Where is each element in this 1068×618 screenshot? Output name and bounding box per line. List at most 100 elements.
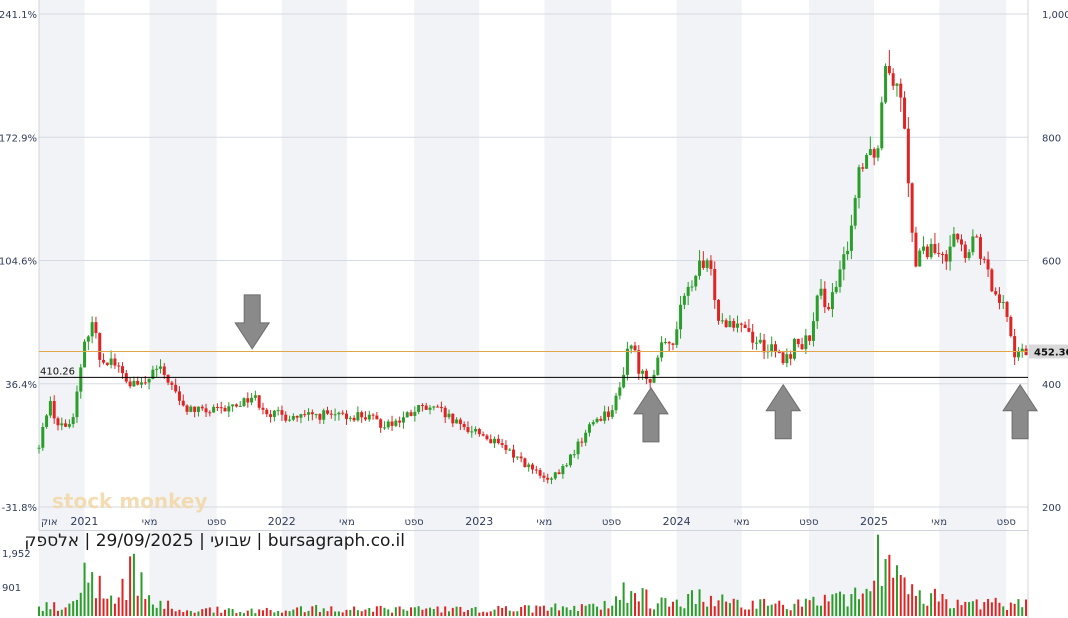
candle-body	[246, 398, 250, 403]
volume-bar	[87, 582, 90, 616]
candle-body	[675, 329, 679, 345]
candle-body	[933, 243, 937, 253]
candle-body	[181, 400, 185, 406]
candle-body	[595, 418, 599, 423]
volume-bar	[861, 593, 864, 616]
price-tick-label: 200	[1042, 503, 1061, 514]
volume-bar	[41, 610, 44, 616]
volume-bar	[216, 606, 219, 616]
volume-bar	[45, 602, 48, 616]
volume-bar	[1002, 606, 1005, 616]
candle-body	[565, 465, 569, 467]
volume-bar	[311, 606, 314, 616]
candle-body	[720, 320, 724, 322]
candle-body	[515, 456, 519, 458]
volume-bar	[155, 607, 158, 616]
percent-axis: -31.8% 36.4% 104.6% 172.9% 241.1%	[0, 10, 37, 514]
candle-body	[751, 331, 755, 343]
volume-bar	[671, 601, 674, 616]
volume-bar	[220, 612, 223, 616]
volume-bar	[60, 609, 63, 616]
volume-bar	[975, 599, 978, 616]
volume-bar	[501, 607, 504, 616]
time-tick-label: 2023	[465, 515, 493, 528]
candlesticks	[37, 49, 1028, 485]
volume-bar	[713, 606, 716, 616]
volume-bar	[869, 591, 872, 616]
month-band	[414, 0, 480, 618]
resistance-label: 452.30	[1034, 348, 1068, 359]
volume-bar	[497, 605, 500, 616]
candle-body	[538, 470, 542, 476]
volume-bar	[763, 598, 766, 616]
volume-bar	[413, 607, 416, 616]
volume-bar	[372, 611, 375, 616]
candle-body	[234, 404, 238, 407]
percent-tick-label: 104.6%	[0, 257, 37, 268]
candle-body	[811, 321, 815, 341]
candle-body	[815, 295, 819, 322]
candle-body	[865, 155, 869, 169]
volume-bar	[542, 605, 545, 616]
candle-body	[762, 339, 766, 353]
candle-body	[333, 414, 337, 416]
volume-bar	[835, 593, 838, 616]
arrow-down-icon	[234, 294, 271, 350]
candle-body	[546, 477, 550, 480]
volume-axis: 1,952 901	[2, 549, 31, 594]
volume-bar	[459, 606, 462, 616]
candle-body	[705, 260, 709, 268]
volume-bar	[1006, 609, 1009, 616]
volume-bar	[561, 606, 564, 616]
candle-body	[698, 260, 702, 276]
candle-body	[834, 286, 838, 293]
candle-body	[193, 406, 197, 412]
volume-bar	[242, 613, 245, 616]
candle-body	[910, 183, 914, 233]
candle-body	[667, 342, 671, 344]
volume-bar	[288, 611, 291, 616]
price-axis: 200 400 600 800 1,000	[1042, 10, 1068, 514]
volume-bar	[318, 612, 321, 616]
volume-bar	[504, 606, 507, 616]
volume-bar	[998, 602, 1001, 616]
candle-body	[686, 286, 690, 296]
candle-body	[542, 475, 546, 478]
percent-tick-label: 172.9%	[0, 133, 37, 144]
candle-body	[371, 414, 375, 416]
candle-body	[937, 252, 941, 254]
volume-bar	[865, 588, 868, 616]
candle-body	[215, 406, 219, 408]
volume-bar	[231, 609, 234, 616]
volume-bar	[68, 603, 71, 616]
candle-body	[576, 441, 580, 455]
candle-body	[242, 398, 246, 406]
volume-bar	[463, 611, 466, 616]
candle-body	[253, 395, 257, 398]
volume-bar	[523, 605, 526, 616]
candle-body	[98, 333, 102, 360]
candle-body	[587, 424, 591, 433]
watermark: stock monkey	[52, 489, 208, 513]
candle-body	[842, 254, 846, 270]
volume-bar	[167, 600, 170, 616]
volume-bar	[429, 607, 432, 616]
volume-bar	[125, 600, 128, 616]
volume-bar	[899, 574, 902, 616]
candle-body	[41, 426, 45, 448]
volume-bar	[79, 592, 82, 616]
volume-bar	[949, 608, 952, 616]
candle-body	[261, 407, 265, 410]
candle-body	[914, 232, 918, 267]
candle-body	[887, 66, 891, 74]
candle-body	[265, 409, 269, 415]
candle-body	[990, 269, 994, 292]
arrow-up-icon	[633, 386, 669, 443]
volume-bar	[375, 606, 378, 616]
candle-body	[136, 380, 140, 385]
volume-bar	[182, 612, 185, 616]
candle-body	[208, 412, 212, 414]
volume-bar	[1013, 603, 1016, 616]
candle-body	[633, 345, 637, 351]
